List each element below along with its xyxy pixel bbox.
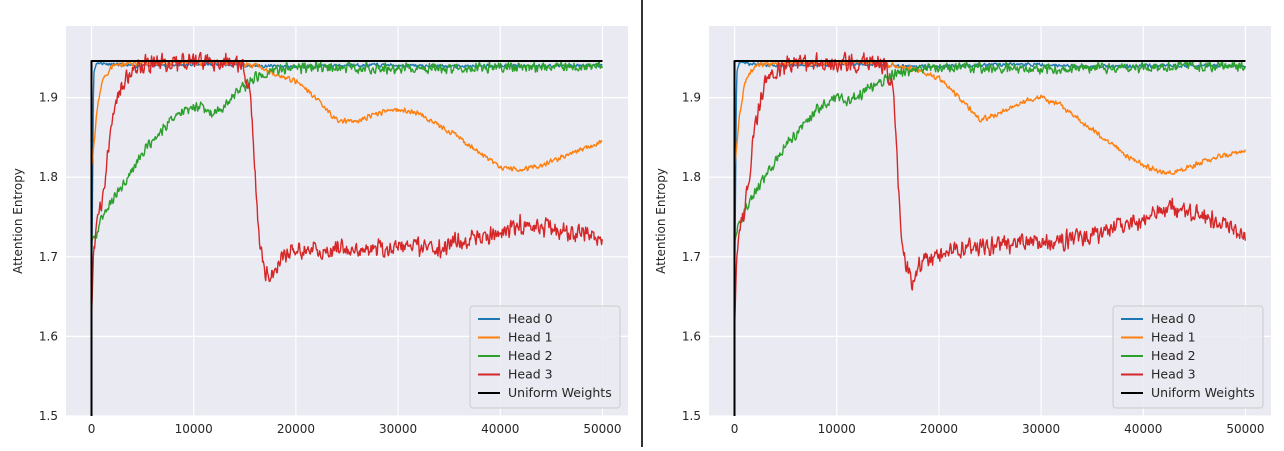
- legend-box: [1112, 305, 1264, 409]
- series-line-head-3: [733, 51, 1246, 330]
- series-line-uniform-weights: [733, 60, 1246, 416]
- x-tick-label: 20000: [920, 422, 958, 436]
- y-tick-label: 1.5: [682, 409, 701, 423]
- x-tick-label: 50000: [1226, 422, 1264, 436]
- legend-label-head-1: Head 1: [508, 330, 553, 345]
- y-tick-label: 1.6: [682, 329, 701, 343]
- chart-panel-left: 0 10000 20000 30000 40000 50000 1.5 1.6 1.7 1.8 1.…: [0, 0, 642, 447]
- y-tick-label: 1.9: [39, 91, 58, 105]
- legend-label-head-0: Head 0: [1151, 311, 1196, 326]
- entropy-chart-right: 0 10000 20000 30000 40000 50000 1.5 1.6 1.7 1.8 1.…: [654, 26, 1271, 436]
- chart-panel-right: 0 10000 20000 30000 40000 50000 1.5 1.6 1.7 1.8 1.…: [642, 0, 1284, 447]
- entropy-chart-left: 0 10000 20000 30000 40000 50000 1.5 1.6 1.7 1.8 1.…: [11, 26, 628, 436]
- y-tick-label: 1.7: [39, 250, 58, 264]
- legend: Head 0 Head 1 Head 2 Head 3 Uniform Weights: [469, 305, 621, 409]
- series-line-head-2: [90, 60, 603, 242]
- x-tick-label: 40000: [481, 422, 519, 436]
- x-tick-label: 50000: [583, 422, 621, 436]
- legend-label-head-2: Head 2: [508, 348, 553, 363]
- x-tick-label: 0: [731, 422, 739, 436]
- y-tick-label: 1.8: [39, 170, 58, 184]
- x-tick-label: 40000: [1124, 422, 1162, 436]
- series-line-head-2: [733, 60, 1246, 242]
- x-tick-label: 20000: [277, 422, 315, 436]
- legend-box: [469, 305, 621, 409]
- legend-label-uniform-weights: Uniform Weights: [508, 385, 612, 400]
- y-tick-label: 1.8: [682, 170, 701, 184]
- series-group: [90, 51, 603, 416]
- y-axis-label: Attention Entropy: [654, 168, 668, 274]
- series-line-uniform-weights: [90, 60, 603, 416]
- y-axis-label: Attention Entropy: [11, 168, 25, 274]
- y-tick-label: 1.7: [682, 250, 701, 264]
- y-tick-label: 1.6: [39, 329, 58, 343]
- x-tick-label: 10000: [175, 422, 213, 436]
- x-tick-label: 0: [88, 422, 96, 436]
- x-tick-label: 30000: [379, 422, 417, 436]
- series-group: [733, 51, 1246, 416]
- x-tick-label: 10000: [818, 422, 856, 436]
- legend-label-head-3: Head 3: [1151, 367, 1196, 382]
- y-tick-label: 1.5: [39, 409, 58, 423]
- x-tick-label: 30000: [1022, 422, 1060, 436]
- legend: Head 0 Head 1 Head 2 Head 3 Uniform Weights: [1112, 305, 1264, 409]
- legend-label-head-0: Head 0: [508, 311, 553, 326]
- y-tick-label: 1.9: [682, 91, 701, 105]
- legend-label-uniform-weights: Uniform Weights: [1151, 385, 1255, 400]
- legend-label-head-3: Head 3: [508, 367, 553, 382]
- legend-label-head-1: Head 1: [1151, 330, 1196, 345]
- legend-label-head-2: Head 2: [1151, 348, 1196, 363]
